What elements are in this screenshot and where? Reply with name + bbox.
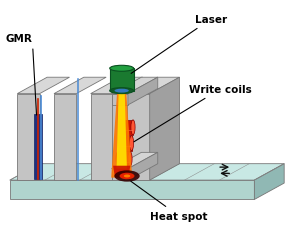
Polygon shape bbox=[121, 120, 133, 135]
Polygon shape bbox=[34, 114, 42, 179]
Ellipse shape bbox=[116, 152, 120, 167]
Polygon shape bbox=[254, 164, 284, 200]
Ellipse shape bbox=[129, 136, 134, 151]
Polygon shape bbox=[112, 169, 128, 180]
Polygon shape bbox=[120, 136, 131, 151]
Polygon shape bbox=[54, 94, 76, 180]
Text: Write coils: Write coils bbox=[134, 85, 251, 142]
Polygon shape bbox=[10, 164, 284, 180]
Polygon shape bbox=[118, 152, 130, 167]
Polygon shape bbox=[112, 78, 158, 94]
Polygon shape bbox=[110, 69, 134, 91]
Polygon shape bbox=[91, 94, 113, 180]
Polygon shape bbox=[116, 91, 127, 169]
Polygon shape bbox=[127, 94, 150, 180]
Polygon shape bbox=[54, 78, 106, 94]
Polygon shape bbox=[91, 78, 143, 94]
Polygon shape bbox=[112, 153, 158, 169]
Polygon shape bbox=[150, 78, 179, 180]
Ellipse shape bbox=[114, 170, 140, 182]
Polygon shape bbox=[128, 153, 158, 180]
Polygon shape bbox=[127, 78, 179, 94]
Ellipse shape bbox=[110, 88, 134, 94]
Polygon shape bbox=[112, 94, 128, 106]
Ellipse shape bbox=[131, 120, 135, 135]
Ellipse shape bbox=[119, 120, 123, 135]
Polygon shape bbox=[112, 94, 117, 180]
Text: Heat spot: Heat spot bbox=[131, 181, 208, 221]
Ellipse shape bbox=[118, 136, 122, 151]
Ellipse shape bbox=[115, 89, 129, 93]
Ellipse shape bbox=[128, 152, 132, 167]
Polygon shape bbox=[113, 166, 130, 178]
Polygon shape bbox=[111, 91, 132, 178]
Polygon shape bbox=[128, 78, 158, 106]
Polygon shape bbox=[10, 180, 254, 200]
Text: Laser: Laser bbox=[131, 15, 227, 74]
Polygon shape bbox=[17, 94, 40, 180]
Ellipse shape bbox=[124, 175, 130, 178]
Ellipse shape bbox=[110, 66, 134, 72]
Polygon shape bbox=[17, 78, 70, 94]
Text: GMR: GMR bbox=[5, 34, 37, 116]
Ellipse shape bbox=[120, 173, 134, 180]
